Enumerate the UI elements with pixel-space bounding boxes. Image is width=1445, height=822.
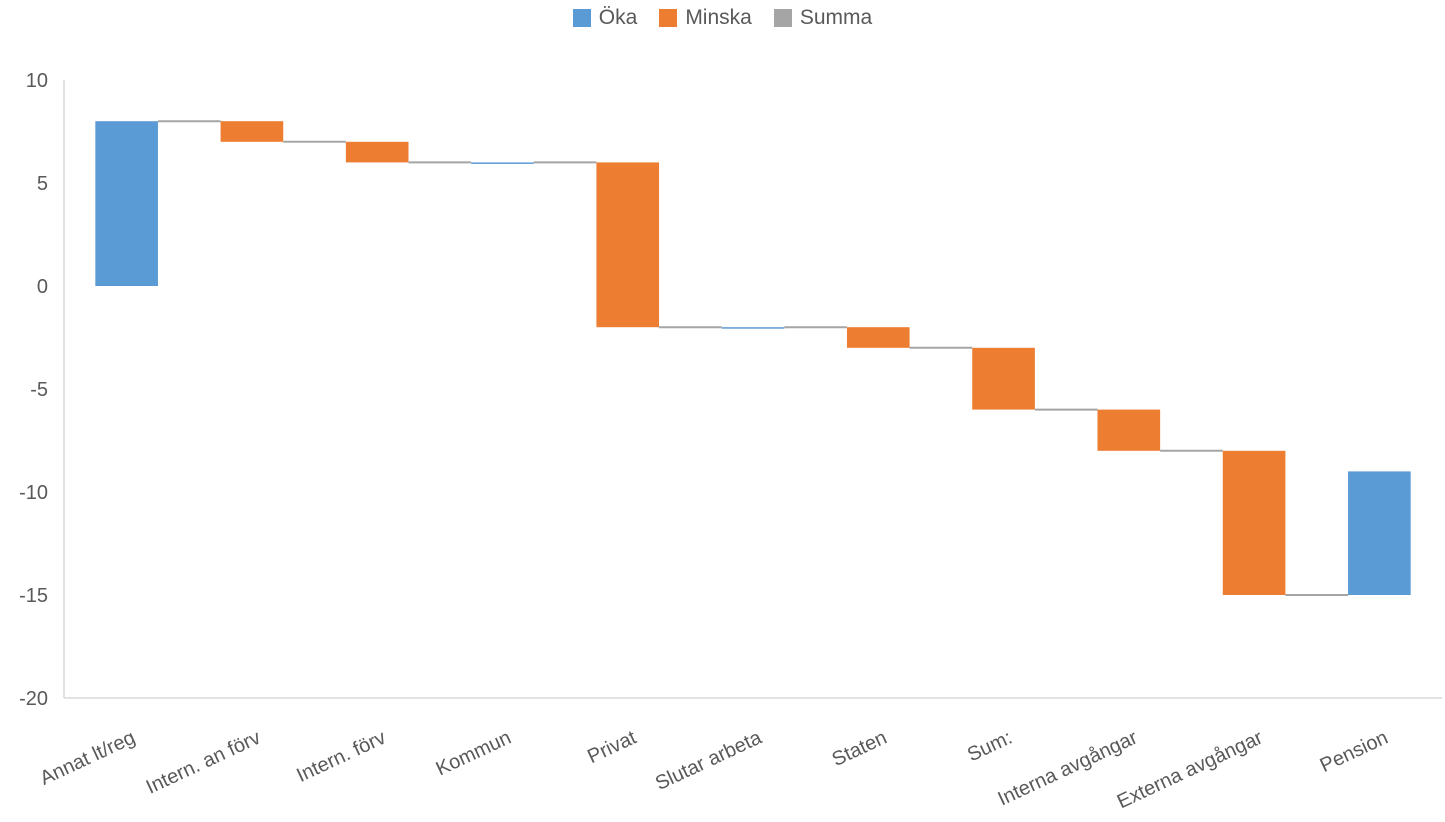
waterfall-bar [596, 162, 660, 328]
legend-swatch-oka [572, 9, 591, 27]
x-tick-label: Pension [1317, 727, 1392, 777]
y-tick-label: -15 [19, 585, 48, 607]
waterfall-bar [345, 141, 409, 163]
x-tick-label: Sum: [964, 727, 1016, 767]
waterfall-bar [220, 121, 284, 142]
waterfall-bar [1097, 409, 1161, 451]
y-tick-label: -10 [19, 482, 48, 504]
x-tick-label: Intern. an förv [143, 727, 264, 799]
y-tick-label: 10 [26, 70, 48, 92]
x-tick-label: Annat lt/reg [37, 727, 139, 790]
legend-label-oka: Öka [598, 6, 638, 29]
waterfall-bar [1222, 450, 1286, 595]
legend-swatch-summa [773, 9, 792, 27]
legend-item-summa: Summa [773, 6, 873, 30]
y-tick-label: 5 [37, 173, 48, 195]
waterfall-bar [972, 347, 1035, 410]
legend-item-oka: Öka [572, 6, 638, 30]
legend-label-summa: Summa [799, 6, 873, 29]
x-tick-label: Intern. förv [293, 727, 389, 787]
waterfall-bar [721, 327, 785, 329]
x-tick-label: Kommun [433, 727, 515, 781]
waterfall-bar [95, 121, 158, 286]
chart-legend: Öka Minska Summa [0, 6, 1445, 30]
x-tick-label: Staten [829, 727, 891, 771]
x-tick-label: Slutar arbeta [652, 726, 766, 795]
waterfall-bar [471, 162, 534, 164]
y-tick-label: -20 [19, 688, 48, 710]
legend-item-minska: Minska [659, 6, 752, 30]
legend-label-minska: Minska [685, 6, 752, 29]
x-tick-label: Privat [584, 726, 640, 768]
y-tick-label: 0 [37, 276, 48, 298]
waterfall-bar [1348, 471, 1411, 595]
y-tick-label: -5 [30, 379, 48, 401]
legend-swatch-minska [659, 9, 678, 27]
waterfall-bar [846, 327, 910, 348]
